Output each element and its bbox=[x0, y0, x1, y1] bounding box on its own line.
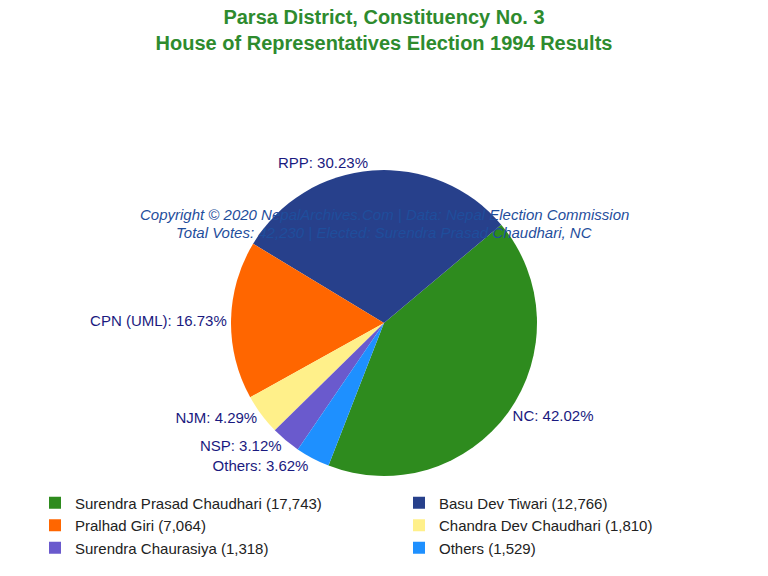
svg-text:NJM: 4.29%: NJM: 4.29% bbox=[175, 409, 257, 426]
svg-text:NC: 42.02%: NC: 42.02% bbox=[513, 407, 594, 424]
svg-text:Others: 3.62%: Others: 3.62% bbox=[213, 457, 309, 474]
svg-text:Chandra Dev Chaudhari (1,810): Chandra Dev Chaudhari (1,810) bbox=[439, 517, 652, 534]
svg-text:Parsa District, Constituency N: Parsa District, Constituency No. 3House … bbox=[156, 6, 613, 54]
svg-text:Surendra Prasad Chaudhari (17,: Surendra Prasad Chaudhari (17,743) bbox=[75, 495, 322, 512]
svg-text:Pralhad Giri (7,064): Pralhad Giri (7,064) bbox=[75, 517, 206, 534]
svg-text:Basu Dev Tiwari (12,766): Basu Dev Tiwari (12,766) bbox=[439, 495, 607, 512]
svg-text:Copyright © 2020 NepalArchives: Copyright © 2020 NepalArchives.Com | Dat… bbox=[140, 206, 629, 223]
svg-text:NSP: 3.12%: NSP: 3.12% bbox=[200, 437, 282, 454]
svg-text:Others (1,529): Others (1,529) bbox=[439, 540, 536, 557]
svg-text:Total Votes: 42,230 | Elected:: Total Votes: 42,230 | Elected: Surendra … bbox=[176, 224, 592, 241]
svg-text:Surendra Chaurasiya (1,318): Surendra Chaurasiya (1,318) bbox=[75, 540, 268, 557]
svg-text:CPN (UML): 16.73%: CPN (UML): 16.73% bbox=[90, 312, 227, 329]
svg-text:RPP: 30.23%: RPP: 30.23% bbox=[278, 154, 368, 171]
